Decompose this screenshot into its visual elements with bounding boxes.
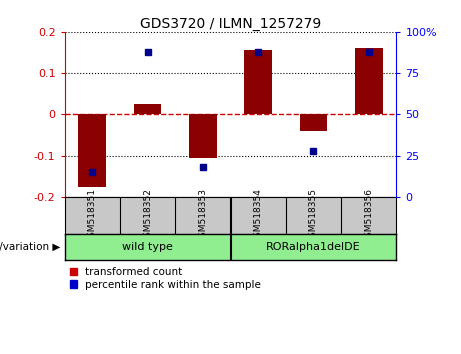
Bar <box>244 50 272 114</box>
Text: GSM518356: GSM518356 <box>364 188 373 243</box>
Bar <box>300 114 327 131</box>
Text: wild type: wild type <box>122 242 173 252</box>
Title: GDS3720 / ILMN_1257279: GDS3720 / ILMN_1257279 <box>140 17 321 31</box>
Text: GSM518355: GSM518355 <box>309 188 318 243</box>
Text: genotype/variation ▶: genotype/variation ▶ <box>0 242 60 252</box>
Text: GSM518354: GSM518354 <box>254 188 263 243</box>
Text: RORalpha1delDE: RORalpha1delDE <box>266 242 361 252</box>
Bar <box>189 114 217 158</box>
Legend: transformed count, percentile rank within the sample: transformed count, percentile rank withi… <box>70 267 261 290</box>
Text: GSM518353: GSM518353 <box>198 188 207 243</box>
Text: GSM518352: GSM518352 <box>143 188 152 243</box>
Text: GSM518351: GSM518351 <box>88 188 97 243</box>
Bar <box>134 104 161 114</box>
Bar <box>355 47 383 114</box>
Bar <box>78 114 106 187</box>
